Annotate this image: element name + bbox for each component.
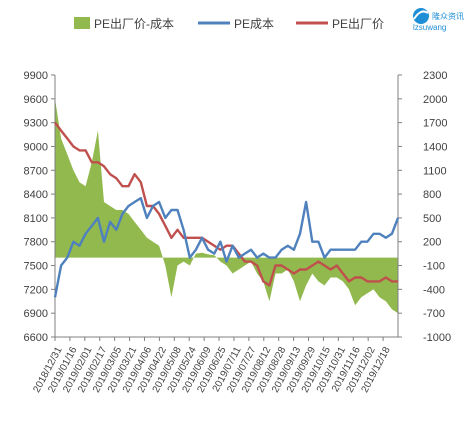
right-axis-tick-label: 1700	[423, 118, 447, 130]
left-axis-tick-label: 8700	[24, 165, 48, 177]
left-axis-tick-label: 9000	[24, 141, 48, 153]
left-axis-tick-label: 6900	[24, 308, 48, 320]
left-axis-tick-label: 8400	[24, 189, 48, 201]
plot-area	[51, 74, 402, 341]
right-axis-tick-label: 2000	[423, 94, 447, 106]
right-axis-tick-label: -700	[423, 308, 445, 320]
right-axis-tick-label: -1000	[423, 332, 451, 344]
logo-name-en: lzsuwang	[413, 23, 446, 32]
logo-name-cn: 隆众资讯	[432, 11, 464, 21]
right-axis-tick-label: 500	[423, 213, 441, 225]
spread-area-layer	[55, 98, 398, 314]
legend-label-cost: PE成本	[234, 17, 274, 31]
left-axis-tick-label: 9300	[24, 118, 48, 130]
right-axis-ticks: -1000 -700 -400 -100 200 500 800 1100 1400 1700 20…	[423, 70, 451, 344]
left-axis-tick-label: 6600	[24, 332, 48, 344]
legend-swatch-spread	[74, 17, 90, 29]
x-axis-ticks: 2018/12/312019/01/162019/02/012019/02/17…	[31, 345, 393, 395]
right-axis-tick-label: 1100	[423, 165, 447, 177]
spread-area	[55, 98, 398, 314]
line-layer	[53, 121, 400, 298]
left-axis-tick-label: 9900	[24, 70, 48, 82]
right-axis-tick-label: -400	[423, 284, 445, 296]
legend: PE出厂价-成本 PE成本 PE出厂价	[74, 17, 384, 31]
left-axis-tick-label: 7200	[24, 284, 48, 296]
right-axis-tick-label: 2300	[423, 70, 447, 82]
left-axis-tick-label: 9600	[24, 94, 48, 106]
logo: 隆众资讯 lzsuwang	[413, 8, 464, 32]
left-axis-tick-label: 7500	[24, 261, 48, 273]
left-axis-tick-label: 8100	[24, 213, 48, 225]
right-axis-tick-label: -100	[423, 261, 445, 273]
left-axis-tick-label: 7800	[24, 237, 48, 249]
series-line-cost	[53, 196, 400, 298]
right-axis-tick-label: 200	[423, 237, 441, 249]
legend-label-spread: PE出厂价-成本	[94, 17, 174, 31]
legend-label-price: PE出厂价	[332, 17, 384, 31]
right-axis-tick-label: 800	[423, 189, 441, 201]
series-line-price	[54, 121, 398, 287]
right-axis-tick-label: 1400	[423, 141, 447, 153]
left-axis-ticks: 6600 6900 7200 7500 7800 8100 8400 8700 9000 9300…	[24, 70, 48, 344]
logo-swoosh-icon	[413, 10, 429, 20]
